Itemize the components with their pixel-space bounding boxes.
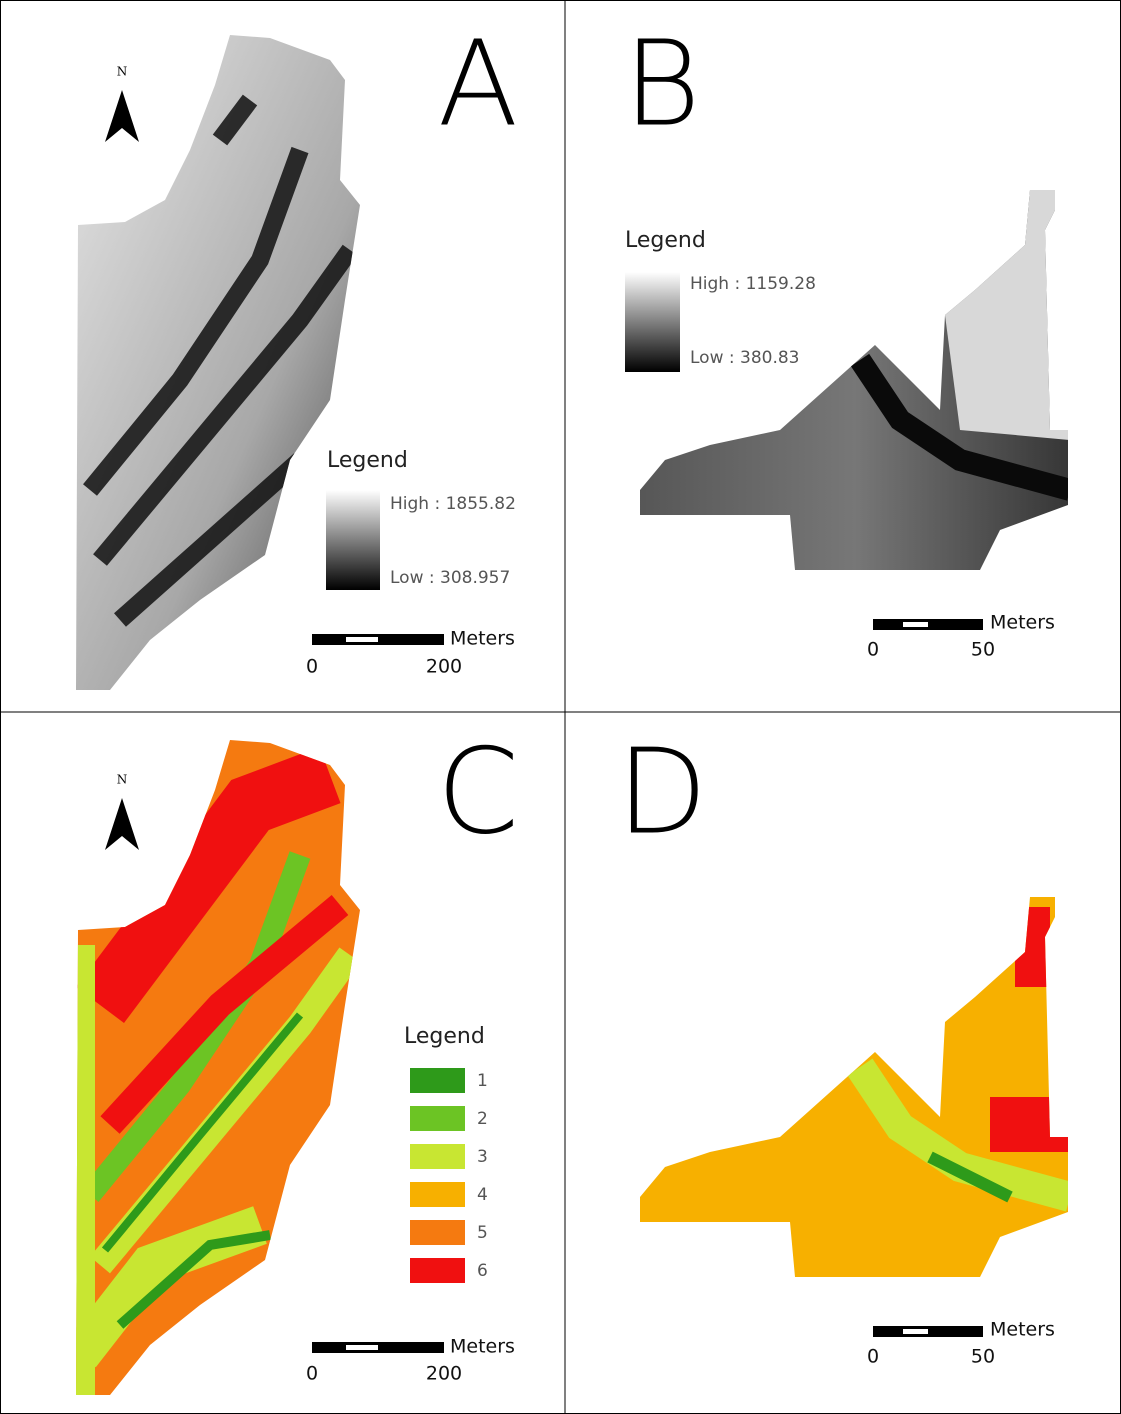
legend-swatch: [410, 1144, 465, 1169]
north-label: N: [117, 773, 128, 787]
class-map: [640, 897, 1068, 1277]
legend-title: Legend: [327, 448, 408, 473]
scale-unit: Meters: [450, 628, 515, 650]
legend-label: 2: [477, 1109, 488, 1129]
legend-swatch: [410, 1258, 465, 1283]
legend-label: 4: [477, 1185, 488, 1205]
north-label: N: [117, 65, 128, 79]
legend: 1 2 3 4 5 6: [410, 1068, 488, 1283]
legend-label: 1: [477, 1071, 488, 1091]
north-arrow: [105, 90, 139, 142]
scale-unit: Meters: [990, 612, 1055, 634]
north-arrow: [105, 798, 139, 850]
panel-label: D: [617, 722, 708, 860]
scale-unit: Meters: [450, 1336, 515, 1358]
legend-swatch: [410, 1106, 465, 1131]
legend-label: 5: [477, 1223, 488, 1243]
scale-tick: 200: [426, 1363, 462, 1385]
scale-tick: 50: [971, 639, 995, 661]
legend-ramp: [625, 272, 680, 372]
legend-low: Low : 308.957: [390, 568, 510, 588]
panel-label: A: [438, 14, 519, 152]
legend-low: Low : 380.83: [690, 348, 800, 368]
scale-bar: [312, 634, 444, 645]
scale-tick: 200: [426, 656, 462, 678]
scale-bar: [312, 1342, 444, 1353]
scale-tick: 0: [867, 1346, 879, 1368]
legend-swatch: [410, 1220, 465, 1245]
scale-unit: Meters: [990, 1319, 1055, 1341]
legend-swatch: [410, 1182, 465, 1207]
panel-label: B: [623, 14, 700, 152]
legend-swatch: [410, 1068, 465, 1093]
scale-bar: [873, 619, 983, 630]
legend-label: 6: [477, 1261, 488, 1281]
legend-high: High : 1159.28: [690, 274, 816, 294]
scale-bar: [873, 1326, 983, 1337]
legend-label: 3: [477, 1147, 488, 1167]
scale-tick: 0: [306, 1363, 318, 1385]
scale-tick: 0: [306, 656, 318, 678]
legend-title: Legend: [404, 1024, 485, 1049]
legend-high: High : 1855.82: [390, 494, 516, 514]
scale-tick: 0: [867, 639, 879, 661]
scale-tick: 50: [971, 1346, 995, 1368]
panel-label: C: [437, 722, 519, 860]
legend-ramp: [326, 490, 380, 590]
legend-title: Legend: [625, 228, 706, 253]
